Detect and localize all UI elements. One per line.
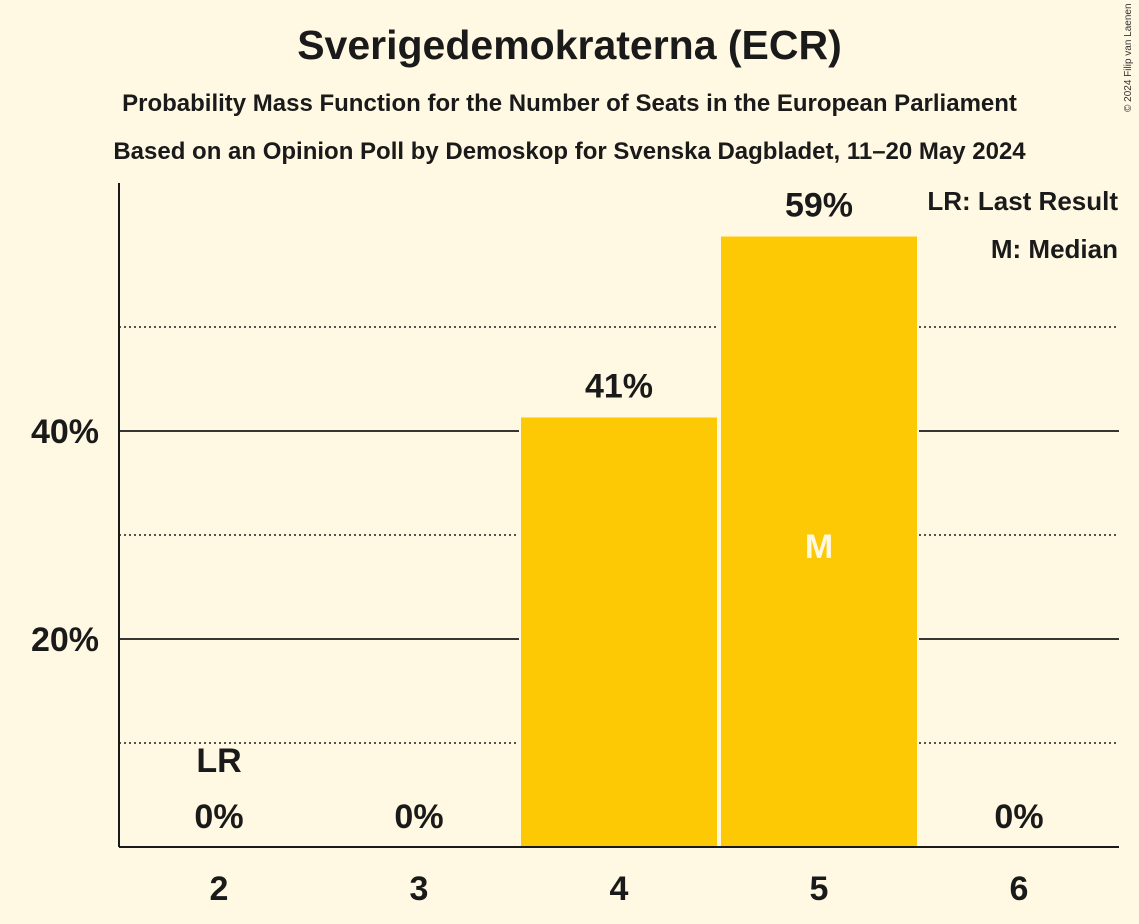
data-label: 0%: [994, 798, 1043, 836]
legend-median: M: Median: [991, 234, 1118, 264]
data-label: 59%: [785, 187, 853, 225]
chart-subtitle: Probability Mass Function for the Number…: [122, 90, 1017, 117]
x-tick-label: 5: [810, 870, 829, 908]
last-result-marker: LR: [196, 742, 241, 780]
data-label: 0%: [394, 798, 443, 836]
y-tick-label: 40%: [31, 413, 99, 451]
chart-subtitle-source: Based on an Opinion Poll by Demoskop for…: [113, 138, 1026, 165]
x-tick-label: 3: [410, 870, 429, 908]
x-tick-label: 4: [610, 870, 629, 908]
median-marker: M: [805, 528, 833, 566]
y-tick-label: 20%: [31, 621, 99, 659]
chart-title: Sverigedemokraterna (ECR): [297, 22, 842, 68]
data-label: 41%: [585, 367, 653, 405]
x-tick-label: 2: [210, 870, 229, 908]
bar-seat-4: [521, 417, 717, 847]
data-label: 0%: [194, 798, 243, 836]
bar-seat-5: [721, 236, 917, 847]
x-tick-label: 6: [1010, 870, 1029, 908]
legend-last-result: LR: Last Result: [927, 186, 1118, 216]
